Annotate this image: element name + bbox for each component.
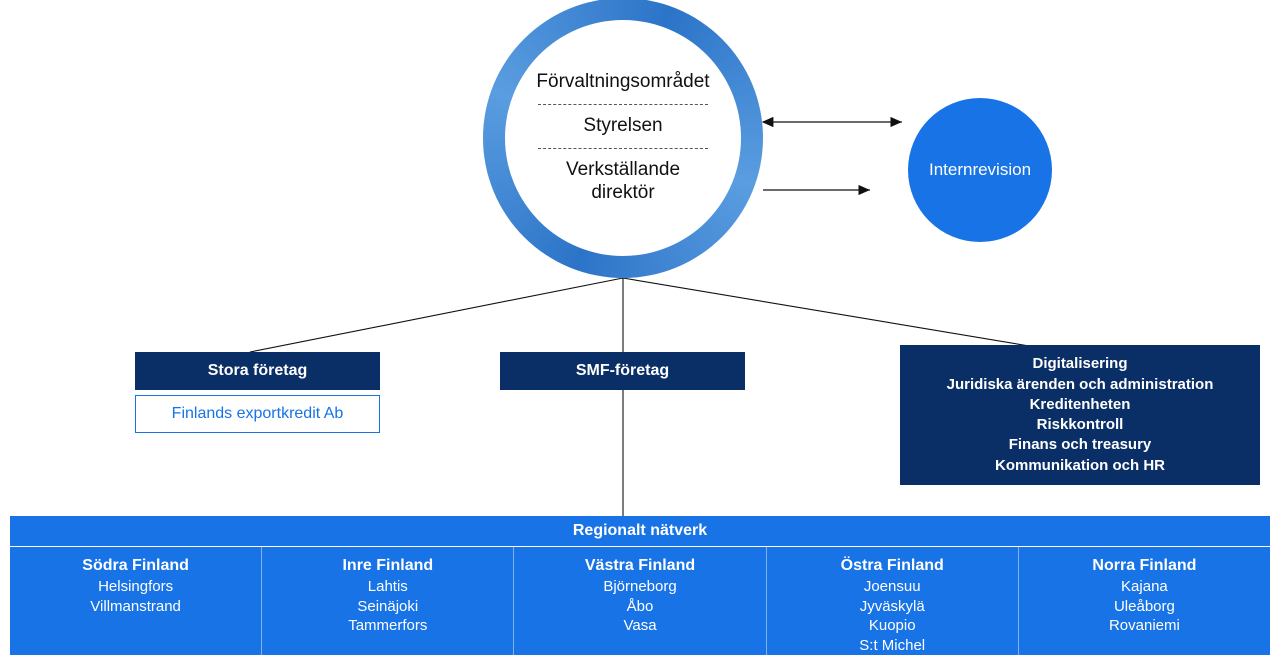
governance-level-3: Verkställandedirektör xyxy=(505,149,741,215)
region-cell: Västra Finland BjörneborgÅboVasa xyxy=(514,547,766,655)
region-cell-city: Björneborg xyxy=(520,577,759,597)
region-cell: Östra Finland JoensuuJyväskyläKuopioS:t M… xyxy=(767,547,1019,655)
region-cell-title: Södra Finland xyxy=(16,557,255,575)
region-cell-city: Helsingfors xyxy=(16,577,255,597)
support-function-line: Riskkontroll xyxy=(904,415,1256,435)
support-function-line: Digitalisering xyxy=(904,354,1256,374)
support-function-line: Kommunikation och HR xyxy=(904,456,1256,476)
internal-audit-label: Internrevision xyxy=(929,160,1031,180)
region-cell-city: Villmanstrand xyxy=(16,597,255,617)
region-cell-city: Uleåborg xyxy=(1025,597,1264,617)
region-cell-city: Lahtis xyxy=(268,577,507,597)
governance-level-1: Förvaltningsområdet xyxy=(505,61,741,104)
box-sme-companies: SMF-företag xyxy=(500,352,745,390)
region-cell: Norra Finland KajanaUleåborgRovaniemi xyxy=(1019,547,1270,655)
region-cell-city: Tammerfors xyxy=(268,616,507,636)
region-cell-city: Kuopio xyxy=(773,616,1012,636)
region-cell-city: Seinäjoki xyxy=(268,597,507,617)
support-function-line: Juridiska ärenden och administration xyxy=(904,375,1256,395)
box-support-functions: DigitaliseringJuridiska ärenden och admi… xyxy=(900,345,1260,485)
region-cell-city: Kajana xyxy=(1025,577,1264,597)
box-large-companies: Stora företag xyxy=(135,352,380,390)
region-cell-title: Östra Finland xyxy=(773,557,1012,575)
governance-level-2: Styrelsen xyxy=(505,105,741,148)
support-function-line: Finans och treasury xyxy=(904,435,1256,455)
governance-level-3-line: direktör xyxy=(505,182,741,205)
box-sme-companies-label: SMF-företag xyxy=(576,362,669,380)
box-large-companies-label: Stora företag xyxy=(208,362,308,380)
region-cell: Inre Finland LahtisSeinäjokiTammerfors xyxy=(262,547,514,655)
region-cell-title: Norra Finland xyxy=(1025,557,1264,575)
region-cell-city: Joensuu xyxy=(773,577,1012,597)
governance-level-3-line: Verkställande xyxy=(505,159,741,182)
region-cell-city: S:t Michel xyxy=(773,636,1012,656)
governance-circle: Förvaltningsområdet Styrelsen Verkställa… xyxy=(505,20,741,256)
region-header-label: Regionalt nätverk xyxy=(573,522,707,540)
box-export-credit-label: Finlands exportkredit Ab xyxy=(172,405,344,423)
region-cell-city: Vasa xyxy=(520,616,759,636)
region-cell-title: Västra Finland xyxy=(520,557,759,575)
region-cell: Södra Finland HelsingforsVillmanstrand xyxy=(10,547,262,655)
support-function-line: Kreditenheten xyxy=(904,395,1256,415)
region-row: Södra Finland HelsingforsVillmanstrand Inr… xyxy=(10,547,1270,655)
box-export-credit: Finlands exportkredit Ab xyxy=(135,395,380,433)
region-cell-title: Inre Finland xyxy=(268,557,507,575)
region-cell-city: Åbo xyxy=(520,597,759,617)
region-cell-city: Jyväskylä xyxy=(773,597,1012,617)
region-cell-city: Rovaniemi xyxy=(1025,616,1264,636)
internal-audit-circle: Internrevision xyxy=(908,98,1052,242)
region-header: Regionalt nätverk xyxy=(10,516,1270,546)
